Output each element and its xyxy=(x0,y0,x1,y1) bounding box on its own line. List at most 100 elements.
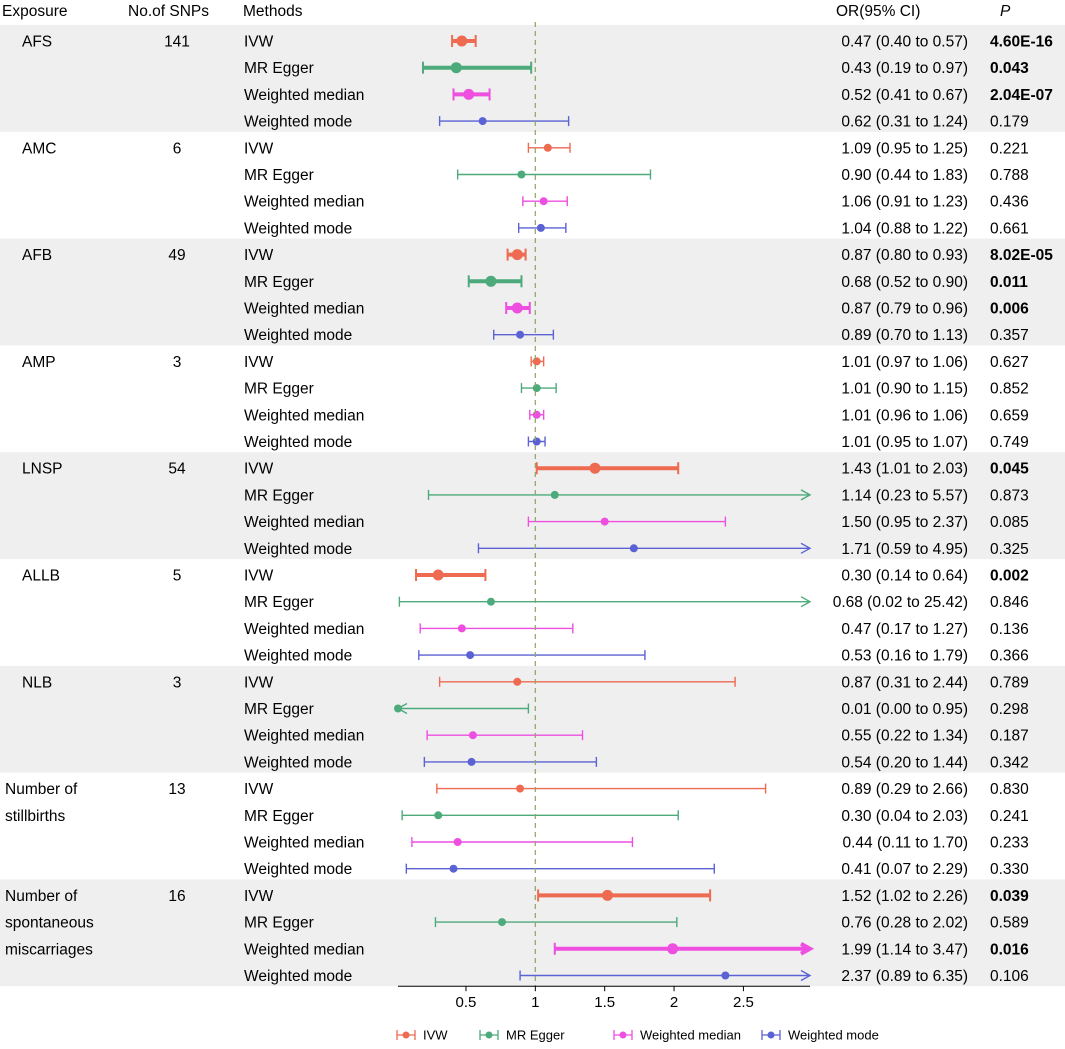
method-label: Weighted median xyxy=(244,941,364,958)
group-shading xyxy=(0,25,1065,987)
p-value: 0.045 xyxy=(990,461,1029,478)
or-ci-value: 1.71 (0.59 to 4.95) xyxy=(841,541,968,558)
or-ci-value: 0.89 (0.29 to 2.66) xyxy=(841,781,968,798)
method-label: Weighted median xyxy=(244,301,364,318)
p-value: 0.136 xyxy=(990,621,1029,638)
p-value: 0.749 xyxy=(990,434,1029,451)
exposure-label: AFB xyxy=(22,247,52,264)
snp-count: 3 xyxy=(173,354,182,371)
point-estimate xyxy=(432,569,444,581)
header-or: OR(95% CI) xyxy=(836,3,920,20)
method-label: MR Egger xyxy=(244,701,314,718)
point-estimate xyxy=(516,784,525,793)
legend: IVW MR Egger Weighted median Weighted mode xyxy=(396,1028,879,1043)
x-tick-label: 0.5 xyxy=(456,994,477,1011)
point-estimate xyxy=(517,170,526,179)
p-value: 0.357 xyxy=(990,327,1029,344)
or-ci-value: 0.62 (0.31 to 1.24) xyxy=(841,114,968,131)
point-estimate xyxy=(511,302,523,314)
point-estimate xyxy=(478,117,487,126)
or-ci-value: 0.41 (0.07 to 2.29) xyxy=(841,861,968,878)
group-band xyxy=(0,25,1065,132)
method-label: MR Egger xyxy=(244,274,314,291)
point-estimate xyxy=(532,357,541,366)
p-value: 0.298 xyxy=(990,701,1029,718)
snp-count: 5 xyxy=(173,568,182,585)
p-value: 0.659 xyxy=(990,407,1029,424)
snp-count: 141 xyxy=(164,34,190,51)
p-value: 0.179 xyxy=(990,114,1029,131)
point-estimate xyxy=(486,597,495,606)
method-label: IVW xyxy=(244,674,274,691)
exposure-label: AMP xyxy=(22,354,56,371)
p-value: 4.60E-16 xyxy=(990,34,1053,51)
method-label: Weighted mode xyxy=(244,114,352,131)
exposure-label: Number of xyxy=(5,781,78,798)
point-estimate xyxy=(536,223,545,232)
legend-label: Weighted median xyxy=(640,1028,741,1043)
or-ci-value: 1.99 (1.14 to 3.47) xyxy=(841,941,968,958)
table-rows: AFS 141 IVW 0.47 (0.40 to 0.57) 4.60E-16 MR E… xyxy=(5,34,1053,986)
point-estimate xyxy=(485,275,497,287)
exposure-label: AFS xyxy=(22,34,52,51)
point-estimate xyxy=(532,437,541,446)
snp-count: 49 xyxy=(168,247,185,264)
group-band xyxy=(0,879,1065,987)
exposure-label: spontaneous xyxy=(5,915,94,932)
or-ci-value: 0.87 (0.79 to 0.96) xyxy=(841,301,968,318)
or-ci-value: 0.87 (0.80 to 0.93) xyxy=(841,247,968,264)
p-value: 0.016 xyxy=(990,941,1029,958)
legend-marker xyxy=(619,1031,627,1039)
method-label: Weighted median xyxy=(244,835,364,852)
ci-arrow-right xyxy=(800,542,812,554)
point-estimate xyxy=(532,410,541,419)
method-label: MR Egger xyxy=(244,594,314,611)
method-label: IVW xyxy=(244,781,274,798)
point-estimate xyxy=(601,889,613,901)
or-ci-value: 0.68 (0.02 to 25.42) xyxy=(833,594,968,611)
snp-count: 16 xyxy=(168,888,185,905)
p-value: 0.221 xyxy=(990,140,1029,157)
exposure-label: NLB xyxy=(22,674,52,691)
exposure-label: AMC xyxy=(22,140,56,157)
point-estimate xyxy=(532,384,541,393)
p-value: 0.846 xyxy=(990,594,1029,611)
snp-count: 3 xyxy=(173,674,182,691)
or-ci-value: 0.76 (0.28 to 2.02) xyxy=(841,915,968,932)
or-ci-value: 0.90 (0.44 to 1.83) xyxy=(841,167,968,184)
p-value: 0.342 xyxy=(990,754,1029,771)
point-estimate xyxy=(456,35,468,47)
method-label: Weighted mode xyxy=(244,861,352,878)
exposure-label: LNSP xyxy=(22,461,63,478)
or-ci-value: 1.01 (0.95 to 1.07) xyxy=(841,434,968,451)
header-p: P xyxy=(1000,3,1011,20)
p-value: 0.789 xyxy=(990,674,1029,691)
method-label: Weighted mode xyxy=(244,327,352,344)
p-value: 0.187 xyxy=(990,728,1029,745)
point-estimate xyxy=(394,704,402,713)
or-ci-value: 0.01 (0.00 to 0.95) xyxy=(841,701,968,718)
point-estimate xyxy=(513,677,522,686)
method-label: IVW xyxy=(244,354,274,371)
header-snps: No.of SNPs xyxy=(128,3,209,20)
or-ci-value: 0.54 (0.20 to 1.44) xyxy=(841,754,968,771)
method-label: Weighted median xyxy=(244,407,364,424)
or-ci-value: 0.43 (0.19 to 0.97) xyxy=(841,60,968,77)
point-estimate xyxy=(543,143,552,152)
point-estimate xyxy=(434,811,443,820)
table-header: Exposure No.of SNPs Methods OR(95% CI) P xyxy=(2,3,1011,20)
exposure-label: stillbirths xyxy=(5,808,66,825)
point-estimate xyxy=(600,517,609,526)
point-estimate xyxy=(457,624,466,633)
method-label: Weighted median xyxy=(244,87,364,104)
p-value: 0.325 xyxy=(990,541,1029,558)
or-ci-value: 1.01 (0.97 to 1.06) xyxy=(841,354,968,371)
p-value: 8.02E-05 xyxy=(990,247,1053,264)
point-estimate xyxy=(721,971,730,980)
or-ci-value: 0.53 (0.16 to 1.79) xyxy=(841,648,968,665)
method-label: Weighted mode xyxy=(244,541,352,558)
point-estimate xyxy=(539,197,548,206)
header-methods: Methods xyxy=(243,3,303,20)
x-tick-label: 1 xyxy=(531,994,539,1011)
method-label: IVW xyxy=(244,461,274,478)
